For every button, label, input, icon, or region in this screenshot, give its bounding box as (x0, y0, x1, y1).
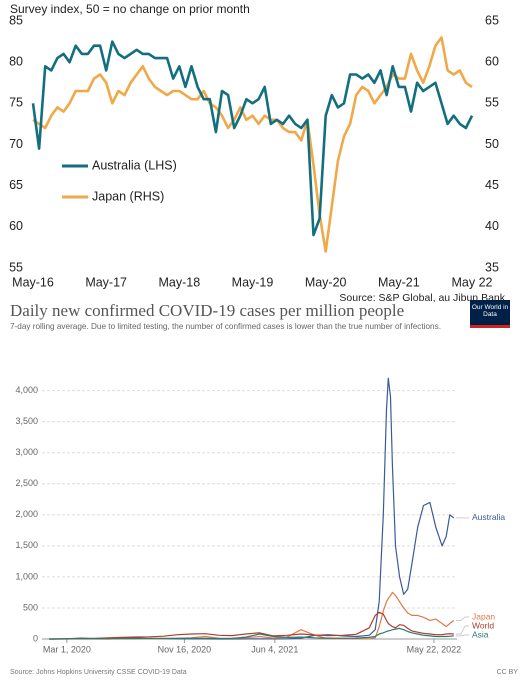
y2-tick-label: 55 (485, 96, 499, 110)
source: Source: Johns Hopkins University CSSE CO… (10, 669, 187, 676)
chart-subtitle: 7-day rolling average. Due to limited te… (10, 322, 441, 331)
x-tick-label: May-18 (158, 275, 200, 289)
y-tick-label: 80 (9, 54, 23, 68)
y2-tick-label: 60 (485, 54, 499, 68)
y-tick-label: 0 (33, 633, 38, 643)
legend-label: Australia (LHS) (92, 158, 177, 172)
label-leader (455, 616, 469, 621)
series-line (49, 627, 454, 640)
x-tick-label: Jun 4, 2021 (251, 644, 298, 654)
y-tick-label: 1,500 (15, 540, 38, 550)
y-tick-label: 65 (9, 178, 23, 192)
series-label: Asia (472, 629, 489, 639)
x-tick-label: May-20 (305, 275, 347, 289)
series-line (49, 377, 455, 640)
series-line (49, 611, 454, 640)
y-tick-label: 2,500 (15, 478, 38, 488)
source: Source: S&P Global, au Jibun Bank (339, 292, 505, 304)
y-tick-label: 4,000 (15, 385, 38, 395)
series-label: World (472, 620, 494, 630)
label-leader (455, 634, 469, 637)
x-tick-label: May-17 (85, 275, 127, 289)
y-tick-label: 85 (9, 13, 23, 27)
chart-title: Survey index, 50 = no change on prior mo… (10, 2, 250, 16)
label-leader (455, 625, 469, 635)
y2-tick-label: 35 (485, 260, 499, 274)
y-tick-label: 75 (9, 96, 23, 110)
y2-tick-label: 65 (485, 13, 499, 27)
y2-tick-label: 50 (485, 137, 499, 151)
license: CC BY (497, 669, 519, 676)
x-tick-label: May-16 (12, 275, 54, 289)
x-tick-label: May-21 (378, 275, 420, 289)
x-tick-label: May 22, 2022 (407, 644, 462, 654)
y2-tick-label: 45 (485, 178, 499, 192)
x-tick-label: May 22 (452, 275, 493, 289)
series-label: Japan (472, 611, 495, 621)
series-line (32, 36, 473, 253)
series-line (49, 591, 455, 640)
y-tick-label: 55 (9, 260, 23, 274)
logo: Our World in Data (470, 300, 510, 328)
chart-title: Daily new confirmed COVID-19 cases per m… (10, 301, 405, 320)
y-tick-label: 60 (9, 219, 23, 233)
y-tick-label: 500 (23, 602, 38, 612)
y-tick-label: 3,000 (15, 447, 38, 457)
x-tick-label: May-19 (232, 275, 274, 289)
y-tick-label: 70 (9, 137, 23, 151)
x-tick-label: Mar 1, 2020 (43, 644, 91, 654)
y-tick-label: 2,000 (15, 509, 38, 519)
x-tick-label: Nov 16, 2020 (158, 644, 212, 654)
series-line (31, 40, 474, 237)
y-tick-label: 3,500 (15, 416, 38, 426)
y-tick-label: 1,000 (15, 571, 38, 581)
series-label: Australia (472, 512, 505, 522)
legend-label: Japan (RHS) (92, 189, 164, 203)
y2-tick-label: 40 (485, 219, 499, 233)
